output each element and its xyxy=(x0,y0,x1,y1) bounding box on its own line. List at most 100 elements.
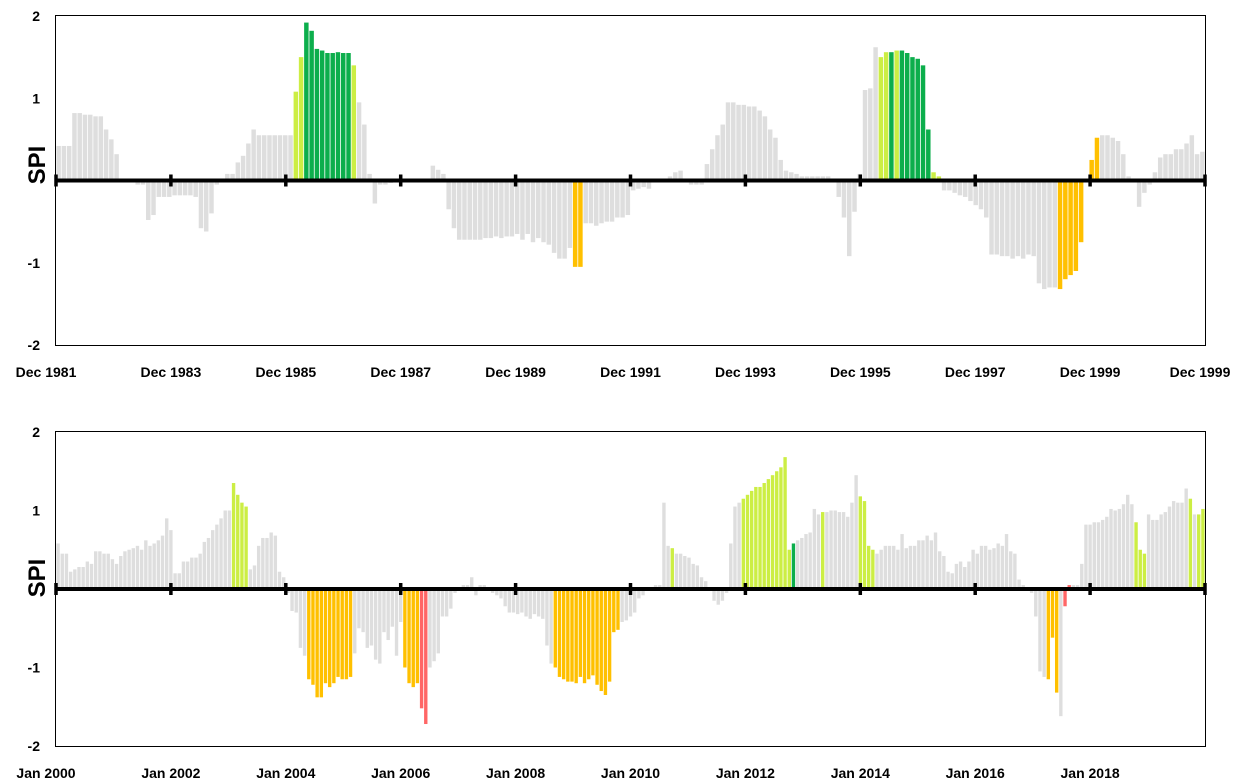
spi-bar-normal xyxy=(225,173,230,181)
spi-bar-normal xyxy=(435,169,441,181)
spi-bar-normal xyxy=(394,589,399,656)
spi-bar-normal xyxy=(82,114,88,181)
x-tick-label: Dec 1991 xyxy=(600,364,661,380)
spi-bar-normal xyxy=(377,180,383,185)
spi-bar-normal xyxy=(962,180,968,197)
spi-bar-normal xyxy=(504,180,509,237)
spi-bar-normal xyxy=(952,180,957,193)
spi-bar-normal xyxy=(77,567,81,589)
spi-bar-normal xyxy=(451,180,457,229)
x-tick-label: Dec 1989 xyxy=(485,364,546,380)
spi-bar-moderately-dry xyxy=(603,589,608,695)
spi-bar-normal xyxy=(1121,504,1126,589)
spi-bar-normal xyxy=(528,589,532,619)
spi-bar-normal xyxy=(68,571,73,589)
x-tick-label: Jan 2014 xyxy=(831,765,890,781)
spi-chart-panel-2000-2018: 21-1-2 Jan 2000 Jan 2002 Jan 2004 Jan 2006 J… xyxy=(16,424,1207,781)
spi-bar-normal xyxy=(102,553,106,589)
spi-bar-normal xyxy=(173,573,177,589)
spi-bar-normal xyxy=(156,540,161,589)
spi-bar-normal xyxy=(1126,494,1130,589)
spi-bar-normal xyxy=(156,180,162,197)
spi-bar-normal xyxy=(699,180,704,185)
spi-bar-moderately-wet xyxy=(866,545,871,589)
spi-bar-normal xyxy=(256,545,261,589)
zero-axis xyxy=(54,583,1207,595)
spi-bar-moderately-dry xyxy=(327,589,332,688)
x-tick-labels: Dec 1981 Dec 1983 Dec 1985 Dec 1987 Dec 1989… xyxy=(16,364,1231,380)
spi-bar-moderately-wet xyxy=(775,471,779,589)
spi-bar-normal xyxy=(752,106,757,181)
spi-bar-normal xyxy=(1152,172,1158,181)
spi-bar-normal xyxy=(373,589,378,660)
spi-bar-normal xyxy=(942,556,946,589)
spi-bar-normal xyxy=(302,589,307,656)
spi-bar-moderately-wet xyxy=(862,501,867,589)
spi-bar-normal xyxy=(637,589,641,599)
spi-bar-normal xyxy=(64,553,69,589)
spi-bar-normal xyxy=(975,553,979,589)
y-tick-label: 2 xyxy=(32,8,40,24)
spi-bar-normal xyxy=(620,180,625,218)
spi-bar-normal xyxy=(73,569,77,590)
spi-bar-normal xyxy=(615,180,620,218)
spi-bar-normal xyxy=(662,502,666,589)
spi-bar-normal xyxy=(557,180,562,259)
spi-bar-normal xyxy=(507,589,512,613)
x-tick-label: Jan 2002 xyxy=(141,765,200,781)
spi-bar-normal xyxy=(525,180,530,234)
spi-bar-very-wet xyxy=(889,52,894,181)
spi-bar-very-wet xyxy=(325,53,330,181)
spi-bar-normal xyxy=(996,543,1000,589)
x-tick-label: Dec 1983 xyxy=(141,364,202,380)
spi-bar-normal xyxy=(1109,508,1113,589)
spi-bar-very-wet xyxy=(904,53,910,181)
spi-bar-normal xyxy=(628,589,633,617)
spi-bar-normal xyxy=(516,589,520,615)
spi-bars xyxy=(56,22,1205,290)
spi-bar-normal xyxy=(545,589,549,646)
spi-bar-normal xyxy=(954,563,959,589)
spi-bar-normal xyxy=(365,589,369,648)
spi-bar-moderately-wet xyxy=(244,506,248,589)
spi-bar-moderately-wet xyxy=(741,498,745,589)
spi-bar-normal xyxy=(66,145,72,181)
spi-bar-moderately-wet xyxy=(858,496,862,589)
spi-bar-normal xyxy=(94,551,98,589)
spi-bar-normal xyxy=(829,510,833,589)
spi-bar-normal xyxy=(609,180,615,222)
x-tick-label: Jan 2008 xyxy=(486,765,545,781)
spi-bar-normal xyxy=(198,553,202,589)
spi-bar-normal xyxy=(357,589,361,629)
spi-bar-normal xyxy=(983,545,988,589)
spi-bar-normal xyxy=(77,113,82,181)
spi-bar-normal xyxy=(165,518,169,589)
y-tick-labels: 2 1 -1 -2 xyxy=(28,8,41,353)
spi-bar-normal xyxy=(688,180,694,185)
spi-bar-normal xyxy=(131,548,135,589)
spi-bar-normal xyxy=(1059,589,1063,717)
spi-bar-normal xyxy=(641,180,646,188)
spi-bar-normal xyxy=(1099,135,1105,181)
spi-bar-very-wet xyxy=(341,53,346,181)
spi-bars xyxy=(56,457,1205,725)
y-tick-label: -1 xyxy=(28,660,41,676)
spi-bar-normal xyxy=(135,545,140,589)
spi-bar-normal xyxy=(712,589,716,601)
spi-bar-normal xyxy=(950,573,954,589)
spi-bar-moderately-dry xyxy=(1094,137,1100,181)
spi-bar-normal xyxy=(967,561,971,589)
spi-bar-moderately-dry xyxy=(578,180,583,267)
spi-bar-normal xyxy=(1017,579,1021,589)
spi-bar-normal xyxy=(1047,180,1052,288)
spi-bar-normal xyxy=(190,557,194,589)
spi-bar-moderately-wet xyxy=(351,65,357,181)
spi-bar-normal xyxy=(215,524,219,589)
spi-bar-normal xyxy=(841,512,846,589)
spi-bar-normal xyxy=(177,180,183,196)
spi-bar-normal xyxy=(812,508,817,589)
spi-bar-normal xyxy=(725,102,731,181)
spi-bar-normal xyxy=(873,47,878,181)
spi-bar-normal xyxy=(794,173,799,181)
spi-bar-moderately-dry xyxy=(1078,180,1084,243)
